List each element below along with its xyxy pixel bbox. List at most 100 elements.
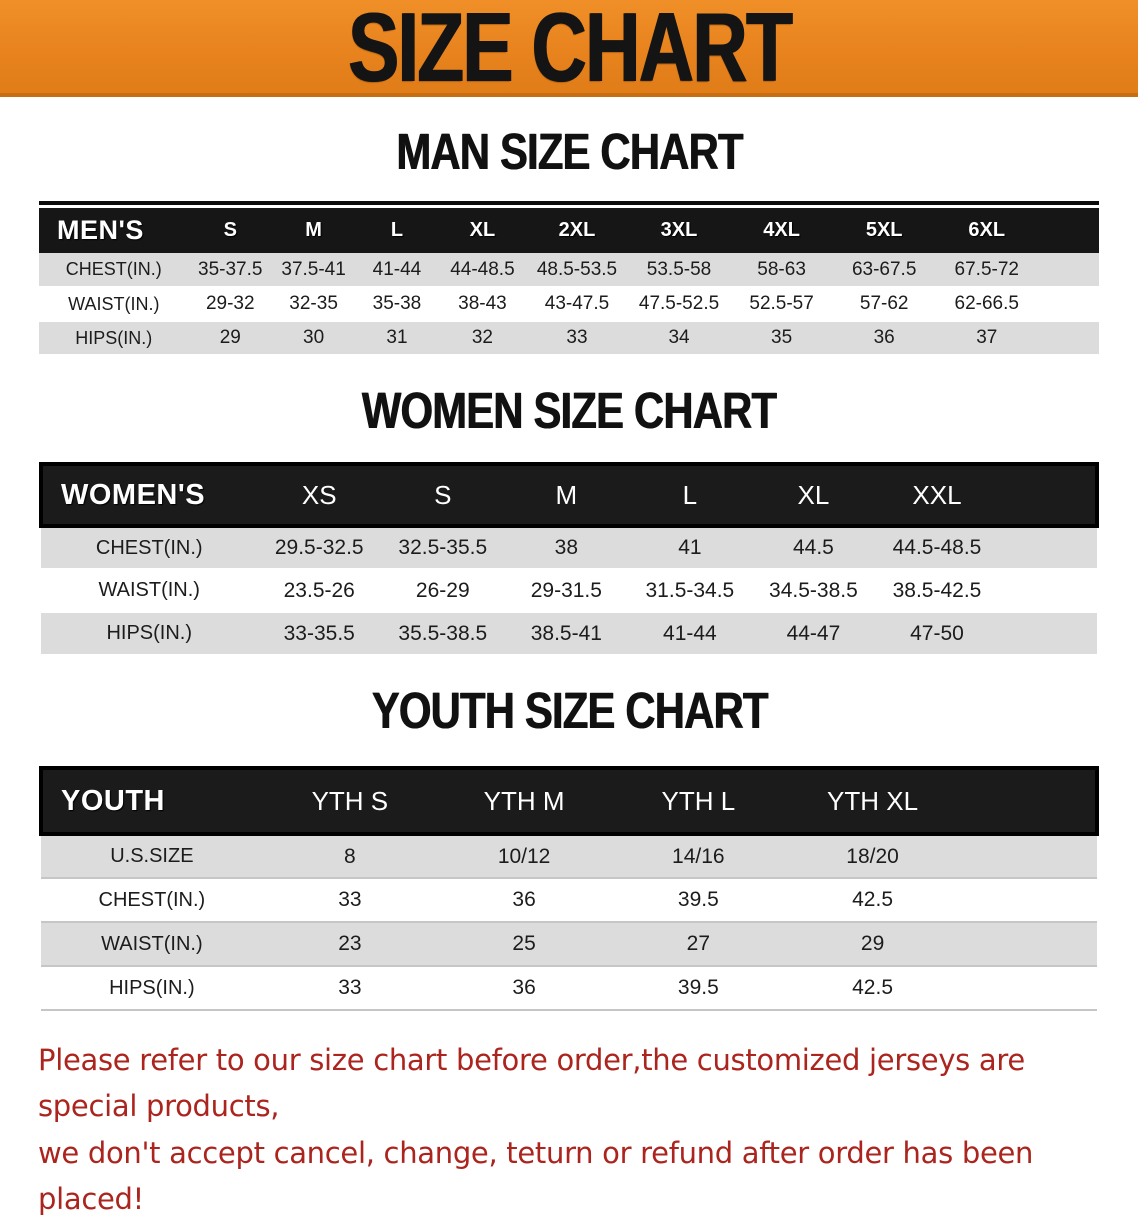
men-measurement-value: 57-62 [832,287,936,322]
women-size-column-header: XL [751,462,876,528]
men-group-label: MEN'S [39,208,189,253]
youth-size-column-header: YTH S [262,766,437,836]
women-measurement-value: 23.5-26 [257,569,382,613]
men-measurement-value: 37.5-41 [271,253,356,288]
men-measurement-value: 41-44 [355,253,439,288]
disclaimer-line-1: Please refer to our size chart before or… [38,1043,1025,1124]
youth-size-table: YOUTH YTH S YTH M YTH L YTH XL U.S.SIZE 8 10/12… [39,766,1100,1011]
men-measurement-value: 52.5-57 [730,287,833,322]
youth-measurement-value: 42.5 [785,966,960,1011]
men-size-column-header: 4XL [730,208,833,253]
men-measurement-value: 58-63 [730,253,833,288]
women-size-table: WOMEN'S XS S M L XL XXL CHEST(IN.) 29.5-32.5 32.5… [38,462,1100,656]
youth-measurement-value: 23 [262,922,437,967]
youth-measurement-value: 18/20 [785,834,960,879]
men-measurement-row: CHEST(IN.) 35-37.5 37.5-41 41-44 44-48.5 48.5… [39,253,1099,288]
women-measurement-value: 44.5-48.5 [875,526,999,570]
women-size-column-header: XS [257,462,382,528]
women-measurement-value: 47-50 [875,612,999,656]
men-size-table: MEN'S S M L XL 2XL 3XL 4XL 5XL 6XL CHEST(IN.) 35-37… [39,208,1099,356]
men-measurement-value: 35-38 [355,287,439,322]
women-measurement-label: HIPS(IN.) [41,612,258,656]
men-size-column-header: 2XL [526,208,628,253]
women-measurement-value: 41-44 [628,612,752,656]
women-header-row: WOMEN'S XS S M L XL XXL [38,462,1100,528]
men-measurement-value: 34 [627,321,731,356]
youth-measurement-value: 39.5 [611,878,786,923]
men-header-spacer-cell [1038,208,1099,253]
women-measurement-value: 44-47 [751,612,876,656]
men-section-heading: MAN SIZE CHART [0,123,1138,180]
youth-size-column-header: YTH L [611,766,786,836]
women-group-label: WOMEN'S [38,462,258,528]
men-measurement-label: CHEST(IN.) [39,253,189,288]
men-table-wrap: MEN'S S M L XL 2XL 3XL 4XL 5XL 6XL CHEST(IN.) 35-37… [39,201,1099,356]
men-measurement-value: 36 [832,321,936,356]
youth-measurement-value: 29 [785,922,960,967]
women-measurement-value: 38 [504,526,629,570]
women-measurement-value: 29.5-32.5 [257,526,382,570]
youth-measurement-row: HIPS(IN.) 33 36 39.5 42.5 [41,966,1097,1011]
women-measurement-value: 32.5-35.5 [381,526,505,570]
women-measurement-value: 33-35.5 [257,612,382,656]
men-measurement-value: 35 [730,321,833,356]
men-size-column-header: XL [438,208,527,253]
size-chart-banner: SIZE CHART [0,0,1138,97]
youth-measurement-value: 8 [262,834,437,879]
men-size-column-header: M [271,208,356,253]
men-section-heading-text: MAN SIZE CHART [395,123,743,180]
men-size-column-header: S [188,208,272,253]
men-measurement-row: WAIST(IN.) 29-32 32-35 35-38 38-43 43-47.5 47.… [39,287,1099,322]
youth-measurement-value: 14/16 [611,834,786,879]
youth-measurement-value: 27 [611,922,786,967]
men-table-topline [39,201,1099,205]
women-section-heading-text: WOMEN SIZE CHART [361,382,777,439]
page-title: SIZE CHART [347,0,792,102]
men-header-row: MEN'S S M L XL 2XL 3XL 4XL 5XL 6XL [39,208,1099,253]
women-row-spacer-cell [998,612,1097,656]
men-measurement-label: HIPS(IN.) [39,321,189,356]
youth-measurement-value: 42.5 [785,878,960,923]
women-measurement-value: 38.5-42.5 [875,569,999,613]
women-size-column-header: L [628,462,752,528]
youth-size-section: YOUTH SIZE CHART YOUTH YTH S YTH M YTH L YTH… [0,685,1138,1011]
men-size-section: MAN SIZE CHART MEN'S S M L XL 2XL 3XL 4XL 5XL 6XL… [0,123,1138,356]
men-measurement-value: 33 [526,321,628,356]
men-measurement-value: 48.5-53.5 [526,253,628,288]
youth-header-row: YOUTH YTH S YTH M YTH L YTH XL [39,766,1100,836]
youth-measurement-value: 36 [436,966,612,1011]
youth-measurement-row: CHEST(IN.) 33 36 39.5 42.5 [41,878,1097,923]
men-measurement-value: 62-66.5 [935,287,1039,322]
women-measurement-row: HIPS(IN.) 33-35.5 35.5-38.5 38.5-41 41-44 44-… [41,612,1097,656]
women-measurement-value: 34.5-38.5 [751,569,876,613]
men-measurement-label: WAIST(IN.) [39,287,189,322]
men-row-spacer-cell [1038,287,1099,322]
women-header-spacer-cell [998,462,1100,528]
youth-row-spacer-cell [959,922,1097,967]
youth-measurement-value: 25 [436,922,612,967]
youth-measurement-label: U.S.SIZE [41,834,263,879]
men-measurement-value: 43-47.5 [526,287,628,322]
men-measurement-value: 29-32 [188,287,272,322]
youth-measurement-label: CHEST(IN.) [41,878,263,923]
youth-header-spacer-cell [959,766,1100,836]
disclaimer-line-2: we don't accept cancel, change, teturn o… [38,1135,1034,1217]
women-measurement-row: CHEST(IN.) 29.5-32.5 32.5-35.5 38 41 44.5 44.5… [41,526,1097,570]
youth-measurement-label: WAIST(IN.) [41,922,263,967]
youth-measurement-value: 33 [262,966,437,1011]
youth-table-wrap: YOUTH YTH S YTH M YTH L YTH XL U.S.SIZE 8 10/12… [39,766,1100,1011]
men-measurement-row: HIPS(IN.) 29 30 31 32 33 34 35 36 37 [39,321,1099,356]
men-size-column-header: 5XL [832,208,936,253]
youth-row-spacer-cell [959,834,1097,879]
youth-measurement-value: 39.5 [611,966,786,1011]
women-section-heading: WOMEN SIZE CHART [0,382,1138,439]
men-measurement-value: 29 [188,321,272,356]
youth-measurement-row: U.S.SIZE 8 10/12 14/16 18/20 [41,834,1097,879]
youth-row-spacer-cell [959,966,1097,1011]
men-measurement-value: 37 [935,321,1039,356]
women-measurement-value: 38.5-41 [504,612,629,656]
women-measurement-value: 41 [628,526,752,570]
women-measurement-label: CHEST(IN.) [41,526,258,570]
men-measurement-value: 32 [438,321,527,356]
youth-section-heading: YOUTH SIZE CHART [0,685,1138,736]
